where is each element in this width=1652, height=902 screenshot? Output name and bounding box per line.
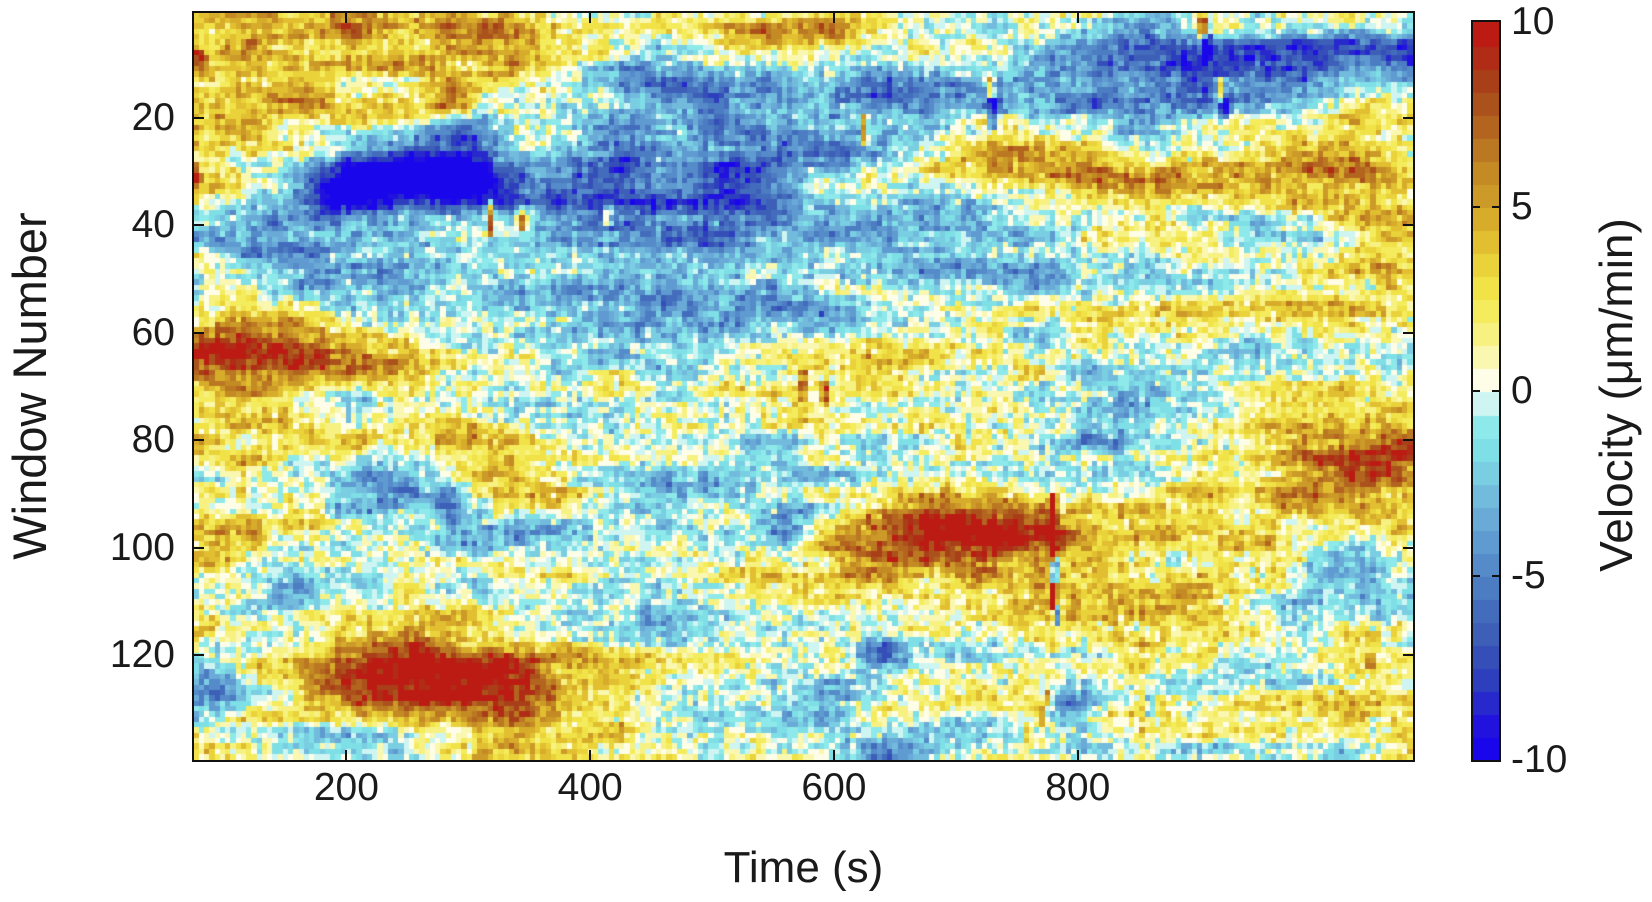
y-tick-label: 20 <box>131 95 175 139</box>
tick-mark <box>589 13 592 23</box>
colorbar-tick-mark <box>1492 390 1499 392</box>
x-tick-label: 400 <box>557 766 623 809</box>
tick-mark <box>345 750 348 760</box>
y-tick-label: 40 <box>131 203 175 247</box>
heatmap-plot-area <box>192 11 1415 762</box>
tick-mark <box>832 750 835 760</box>
tick-mark <box>345 13 348 23</box>
tick-mark <box>194 331 204 334</box>
colorbar <box>1471 20 1501 762</box>
tick-mark <box>1403 654 1413 657</box>
x-tick-label: 800 <box>1045 766 1111 809</box>
colorbar-tick-label: -5 <box>1511 553 1546 597</box>
colorbar-tick-mark <box>1473 205 1480 208</box>
colorbar-tick-label: 10 <box>1511 0 1555 43</box>
colorbar-tick-mark <box>1473 574 1480 577</box>
colorbar-tick-label: 5 <box>1511 184 1533 228</box>
tick-mark <box>1403 546 1413 549</box>
colorbar-tick-label: -10 <box>1511 738 1568 781</box>
colorbar-tick-mark <box>1473 390 1480 392</box>
tick-mark <box>194 439 204 442</box>
tick-mark <box>1403 439 1413 442</box>
colorbar-tick-label: 0 <box>1511 369 1533 412</box>
tick-mark <box>194 654 204 657</box>
x-tick-label: 600 <box>801 766 867 809</box>
tick-mark <box>1403 116 1413 119</box>
y-axis-title: Window Number <box>3 212 56 560</box>
y-tick-label: 60 <box>131 310 175 354</box>
colorbar-tick-mark <box>1492 205 1499 208</box>
tick-mark <box>589 750 592 760</box>
heatmap-canvas <box>194 13 1413 760</box>
colorbar-tick-mark <box>1492 574 1499 577</box>
tick-mark <box>1076 13 1079 23</box>
tick-mark <box>832 13 835 23</box>
tick-mark <box>194 546 204 549</box>
tick-mark <box>194 224 204 227</box>
tick-mark <box>1076 750 1079 760</box>
y-tick-label: 100 <box>109 525 175 569</box>
tick-mark <box>1403 224 1413 227</box>
colorbar-title: Velocity (μm/min) <box>1590 218 1642 572</box>
x-axis-title: Time (s) <box>723 843 884 892</box>
x-tick-label: 200 <box>313 766 379 809</box>
y-tick-label: 120 <box>109 633 175 677</box>
y-tick-label: 80 <box>131 418 175 462</box>
tick-mark <box>1403 331 1413 334</box>
tick-mark <box>194 116 204 119</box>
